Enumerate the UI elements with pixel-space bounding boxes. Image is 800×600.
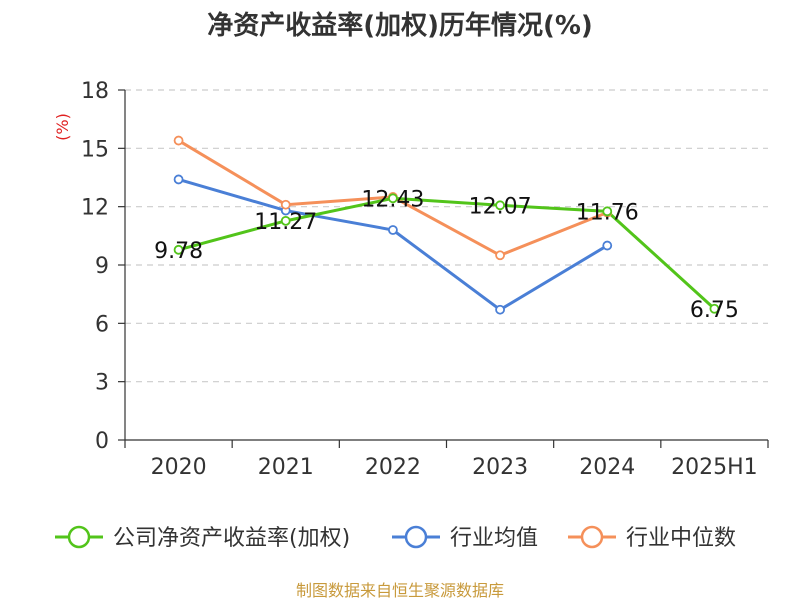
data-point: [602, 240, 613, 251]
y-tick-label: 12: [81, 196, 109, 221]
gridlines: [125, 89, 768, 383]
data-labels: 9.78 11.27 12.43 12.07 11.76 6.75: [154, 187, 739, 322]
legend-marker: [404, 525, 428, 549]
y-tick-label: 9: [95, 254, 109, 279]
data-point: [495, 250, 505, 261]
legend-marker: [580, 525, 604, 549]
y-tick-labels: 0 3 6 9 12 15 18: [81, 79, 109, 454]
legend-marker: [67, 525, 91, 549]
data-point: [173, 135, 184, 146]
x-tick-label: 2025H1: [671, 455, 758, 480]
legend-label: 行业中位数: [626, 526, 736, 551]
data-point: [173, 174, 184, 185]
legend[interactable]: 公司净资产收益率(加权) 行业均值 行业中位数: [55, 525, 736, 551]
data-point: [602, 206, 613, 217]
data-point: [495, 200, 505, 211]
axes: [118, 89, 769, 448]
series-points: [173, 135, 720, 315]
data-label: 11.27: [254, 210, 317, 235]
legend-item[interactable]: 公司净资产收益率(加权): [55, 525, 350, 551]
x-tick-label: 2024: [579, 455, 635, 480]
y-tick-label: 15: [81, 137, 109, 162]
y-tick-label: 3: [95, 371, 109, 396]
y-tick-label: 6: [95, 312, 109, 337]
x-tick-label: 2023: [472, 455, 528, 480]
y-tick-label: 18: [81, 79, 109, 104]
x-tick-label: 2021: [258, 455, 314, 480]
data-label: 9.78: [154, 239, 203, 264]
data-point: [280, 199, 291, 210]
x-tick-label: 2022: [365, 455, 421, 480]
source-note: 制图数据来自恒生聚源数据库: [296, 581, 504, 600]
data-point: [173, 244, 184, 255]
legend-label: 行业均值: [450, 526, 538, 551]
data-label: 6.75: [690, 298, 739, 323]
x-tick-labels: 2020 2021 2022 2023 2024 2025H1: [151, 455, 758, 480]
legend-label: 公司净资产收益率(加权): [113, 526, 350, 551]
legend-item[interactable]: 行业均值: [392, 525, 538, 551]
data-point: [495, 304, 505, 315]
x-tick-label: 2020: [151, 455, 207, 480]
data-point: [709, 303, 720, 314]
data-label: 12.07: [469, 194, 532, 219]
data-point: [280, 215, 291, 226]
data-point: [388, 193, 398, 204]
data-point: [388, 225, 398, 235]
legend-item[interactable]: 行业中位数: [568, 525, 736, 551]
data-label: 12.43: [361, 187, 424, 212]
y-tick-label: 0: [95, 429, 109, 454]
data-label: 11.76: [576, 200, 639, 225]
chart-title: 净资产收益率(加权)历年情况(%): [207, 10, 593, 41]
y-axis-unit-label: (%): [53, 113, 72, 141]
series-line: [178, 196, 716, 310]
